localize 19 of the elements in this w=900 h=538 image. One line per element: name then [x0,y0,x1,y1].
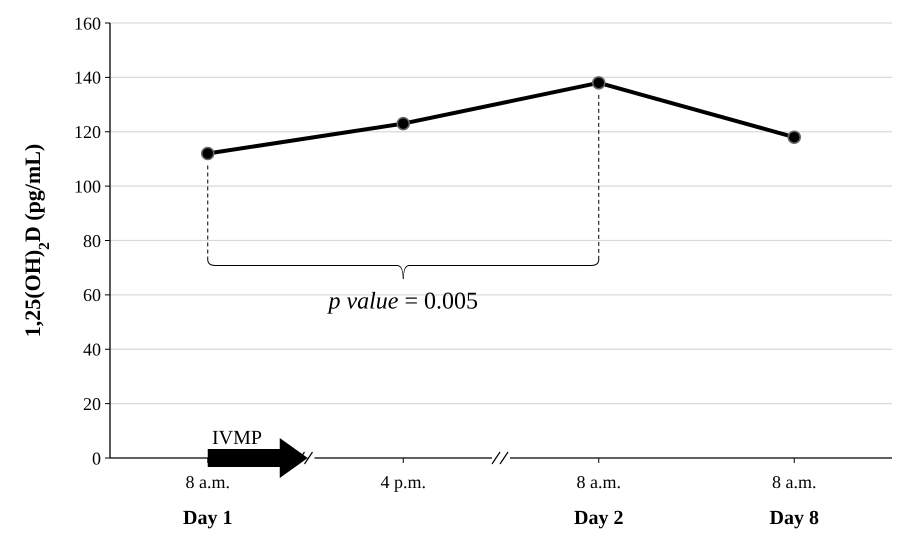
y-tick-label: 80 [83,230,101,251]
point [788,130,801,144]
x-tick-label: 8 a.m. Day 2 [574,472,624,529]
annotation: IVMP [212,427,262,449]
x-tick-label: 8 a.m. Day 1 [183,472,232,529]
y-tick-label: 40 [83,340,101,360]
y-tick-label: 120 [74,122,101,142]
y-tick-label: 60 [83,285,101,306]
point [592,76,606,90]
y-tick-label: 0 [92,448,101,468]
point [396,116,410,130]
y-tick-label: 100 [74,176,101,196]
y-tick-label: 160 [74,13,101,34]
x-tick-label: 8 a.m. Day 8 [770,472,819,529]
annotation: p value = 0.005 [326,288,478,314]
y-tick-label: 140 [74,68,101,88]
y-tick-label: 20 [83,394,101,414]
point [201,146,214,160]
x-tick-label: 4 p.m. [380,472,426,492]
